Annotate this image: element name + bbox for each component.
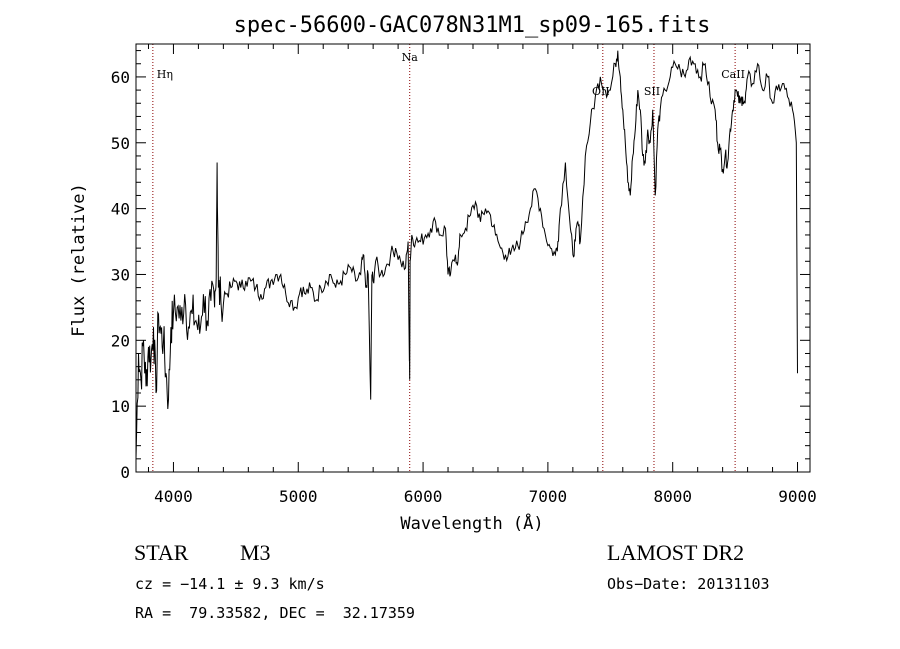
- y-tick-label: 10: [111, 397, 130, 416]
- x-tick-label: 5000: [279, 487, 318, 506]
- y-axis-ticks: 0 10 20 30 40 50 60: [111, 50, 810, 482]
- y-tick-label: 40: [111, 200, 130, 219]
- y-tick-label: 60: [111, 68, 130, 87]
- survey-name: LAMOST DR2: [607, 540, 745, 565]
- spectral-line-label: SII: [644, 85, 660, 98]
- x-axis-label: Wavelength (Å): [400, 512, 543, 534]
- y-tick-label: 20: [111, 331, 130, 350]
- x-axis-ticks: 4000 5000 6000 7000 8000 9000: [147, 44, 817, 506]
- object-subclass: M3: [240, 540, 271, 565]
- x-tick-label: 8000: [653, 487, 692, 506]
- x-tick-label: 4000: [154, 487, 193, 506]
- chart-title: spec-56600-GAC078N31M1_sp09-165.fits: [234, 13, 711, 38]
- spectral-line-label: CaII: [721, 68, 745, 81]
- object-class: STAR: [134, 540, 189, 565]
- y-tick-label: 50: [111, 134, 130, 153]
- spectral-line-label: Na: [402, 51, 419, 64]
- y-tick-label: 30: [111, 265, 130, 284]
- x-tick-label: 6000: [404, 487, 443, 506]
- coordinates: RA = 79.33582, DEC = 32.17359: [135, 604, 415, 622]
- spectrum-line: [135, 50, 798, 459]
- x-tick-label: 7000: [529, 487, 568, 506]
- plot-frame: [135, 43, 811, 473]
- spectral-line-label: Hη: [157, 68, 173, 81]
- x-tick-label: 9000: [778, 487, 817, 506]
- redshift-info: cz = −14.1 ± 9.3 km/s: [135, 575, 325, 593]
- y-axis-label: Flux (relative): [69, 183, 89, 337]
- obs-date: Obs−Date: 20131103: [607, 575, 770, 593]
- y-tick-label: 0: [120, 463, 130, 482]
